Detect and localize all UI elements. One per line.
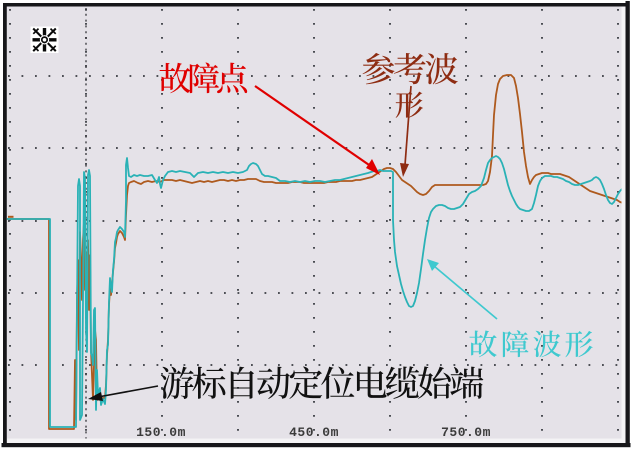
- svg-text:150.0m: 150.0m: [136, 425, 186, 440]
- svg-text:450.0m: 450.0m: [289, 425, 339, 440]
- svg-text:750.0m: 750.0m: [441, 425, 491, 440]
